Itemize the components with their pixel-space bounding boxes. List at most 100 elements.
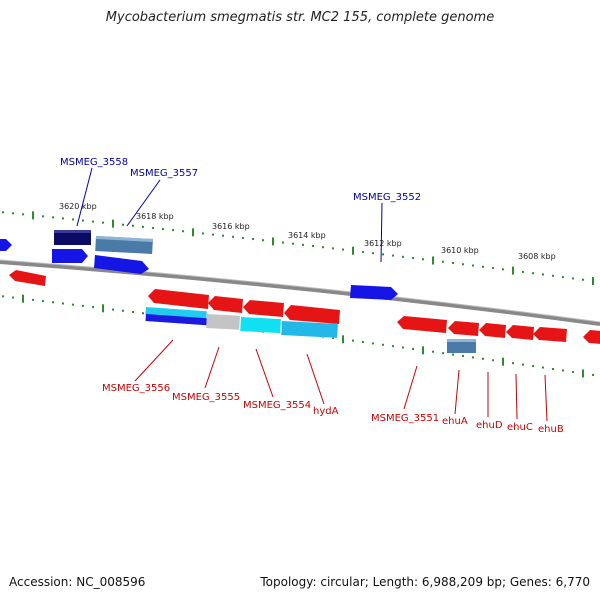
reverse-gene-msmeg-3551-arrow[interactable] xyxy=(397,316,447,333)
lower-scale-minor-tick xyxy=(42,300,44,303)
upper-scale-minor-tick xyxy=(472,264,474,267)
gene-label-msmeg-3557[interactable]: MSMEG_3557 xyxy=(130,168,198,179)
gene-label-msmeg-3555[interactable]: MSMEG_3555 xyxy=(172,392,240,403)
scale-label-3608: 3608 kbp xyxy=(518,252,556,261)
gene-label-msmeg-3554[interactable]: MSMEG_3554 xyxy=(243,400,311,411)
upper-scale-minor-tick xyxy=(22,213,24,216)
reverse-gene-ehud-arrow[interactable] xyxy=(479,323,506,338)
reverse-gene-msmeg-3554-arrow[interactable] xyxy=(243,300,284,317)
feature-strip-msmeg-3556[interactable] xyxy=(145,306,207,320)
gene-label-ehub[interactable]: ehuB xyxy=(538,424,564,435)
gene-label-msmeg-3556[interactable]: MSMEG_3556 xyxy=(102,383,170,394)
reverse-gene-msmeg-3555-arrow[interactable] xyxy=(208,296,243,313)
gene-label-ehua[interactable]: ehuA xyxy=(442,416,468,427)
lower-scale-major-tick xyxy=(502,357,504,366)
lower-scale-minor-tick xyxy=(82,304,84,307)
feature-strip-msmeg-3555[interactable] xyxy=(206,313,240,330)
scale-label-3612: 3612 kbp xyxy=(364,239,402,248)
upper-scale-minor-tick xyxy=(182,230,184,233)
lower-scale-minor-tick xyxy=(592,373,594,376)
upper-scale-minor-tick xyxy=(462,263,464,266)
upper-scale-minor-tick xyxy=(562,276,564,279)
reverse-gene-msmeg-3556-arrow[interactable] xyxy=(148,289,209,309)
upper-scale-major-tick xyxy=(352,246,354,255)
lower-scale-minor-tick xyxy=(552,368,554,371)
upper-scale-minor-tick xyxy=(402,255,404,258)
lower-scale-minor-tick xyxy=(52,301,54,304)
feature-strip-hyda[interactable] xyxy=(281,321,338,338)
gene-label-msmeg-3551[interactable]: MSMEG_3551 xyxy=(371,413,439,424)
upper-scale-minor-tick xyxy=(142,225,144,228)
forward-gene-msmeg-3557-arrow[interactable] xyxy=(94,255,149,274)
reverse-gene-right-edge[interactable] xyxy=(583,330,600,344)
upper-scale-minor-tick xyxy=(552,274,554,277)
upper-scale-minor-tick xyxy=(232,235,234,238)
upper-scale-minor-tick xyxy=(52,216,54,219)
upper-scale-minor-tick xyxy=(262,239,264,242)
upper-scale-major-tick xyxy=(192,228,194,237)
upper-scale-minor-tick xyxy=(282,241,284,244)
upper-scale-minor-tick xyxy=(542,273,544,276)
lower-scale-minor-tick xyxy=(72,303,74,306)
upper-scale-minor-tick xyxy=(492,267,494,270)
lower-scale-minor-tick xyxy=(62,302,64,305)
upper-scale-minor-tick xyxy=(212,233,214,236)
upper-scale-minor-tick xyxy=(72,218,74,221)
forward-gene-msmeg-3558-block[interactable] xyxy=(54,230,91,245)
lower-scale-minor-tick xyxy=(472,356,474,359)
gene-label-ehud[interactable]: ehuD xyxy=(476,420,503,431)
reverse-gene-ehuc-arrow[interactable] xyxy=(506,325,534,340)
reverse-gene-ehua-arrow[interactable] xyxy=(448,321,479,336)
upper-scale-minor-tick xyxy=(172,229,174,232)
lower-scale-minor-tick xyxy=(2,295,4,298)
forward-genes xyxy=(0,230,476,353)
upper-scale-minor-tick xyxy=(302,243,304,246)
upper-scale-minor-tick xyxy=(82,219,84,222)
lower-scale-minor-tick xyxy=(332,336,334,339)
upper-scale-minor-tick xyxy=(522,270,524,273)
lower-scale-minor-tick xyxy=(92,306,94,309)
gene-label-ehuc[interactable]: ehuC xyxy=(507,422,533,433)
upper-scale-minor-tick xyxy=(162,228,164,231)
lower-scale-minor-tick xyxy=(482,357,484,360)
lower-scale-minor-tick xyxy=(352,339,354,342)
lower-scale-minor-tick xyxy=(452,353,454,356)
reverse-gene-hyda-arrow[interactable] xyxy=(284,305,340,324)
upper-scale-major-tick xyxy=(32,211,34,220)
forward-gene-ehua-block[interactable] xyxy=(447,339,476,353)
lower-scale-minor-tick xyxy=(462,354,464,357)
lower-scale-minor-tick xyxy=(572,370,574,373)
gene-label-msmeg-3552[interactable]: MSMEG_3552 xyxy=(353,192,421,203)
lower-scale-minor-tick xyxy=(492,359,494,362)
scale-label-3610: 3610 kbp xyxy=(441,246,479,255)
upper-scale-major-tick xyxy=(272,237,274,246)
upper-scale-minor-tick xyxy=(572,277,574,280)
upper-scale-major-tick xyxy=(512,266,514,275)
lower-scale-minor-tick xyxy=(132,311,134,314)
lower-scale-minor-tick xyxy=(522,363,524,366)
forward-gene-left-edge[interactable] xyxy=(0,239,12,251)
upper-scale-minor-tick xyxy=(202,232,204,235)
lower-scale-major-tick xyxy=(102,304,104,313)
map-title: Mycobacterium smegmatis str. MC2 155, co… xyxy=(105,10,495,25)
upper-scale-minor-tick xyxy=(412,257,414,260)
gene-label-hyda[interactable]: hydA xyxy=(313,406,339,417)
upper-scale-minor-tick xyxy=(532,272,534,275)
upper-scale-minor-tick xyxy=(582,278,584,281)
lower-scale-major-tick xyxy=(422,346,424,355)
lower-scale-minor-tick xyxy=(432,350,434,353)
upper-scale-major-tick xyxy=(112,219,114,228)
lower-scale-major-tick xyxy=(582,369,584,378)
reverse-gene-ehub-arrow[interactable] xyxy=(533,327,567,342)
forward-gene-msmeg-3558-arrow[interactable] xyxy=(52,249,88,263)
forward-gene-msmeg-3552-arrow[interactable] xyxy=(350,285,398,300)
gene-label-msmeg-3558[interactable]: MSMEG_3558 xyxy=(60,157,128,168)
upper-scale-minor-tick xyxy=(222,234,224,237)
reverse-gene-left-edge[interactable] xyxy=(9,270,46,286)
lower-scale-minor-tick xyxy=(392,345,394,348)
feature-strip-msmeg-3554[interactable] xyxy=(240,317,281,334)
reverse-genes xyxy=(9,270,600,344)
upper-scale-minor-tick xyxy=(92,220,94,223)
